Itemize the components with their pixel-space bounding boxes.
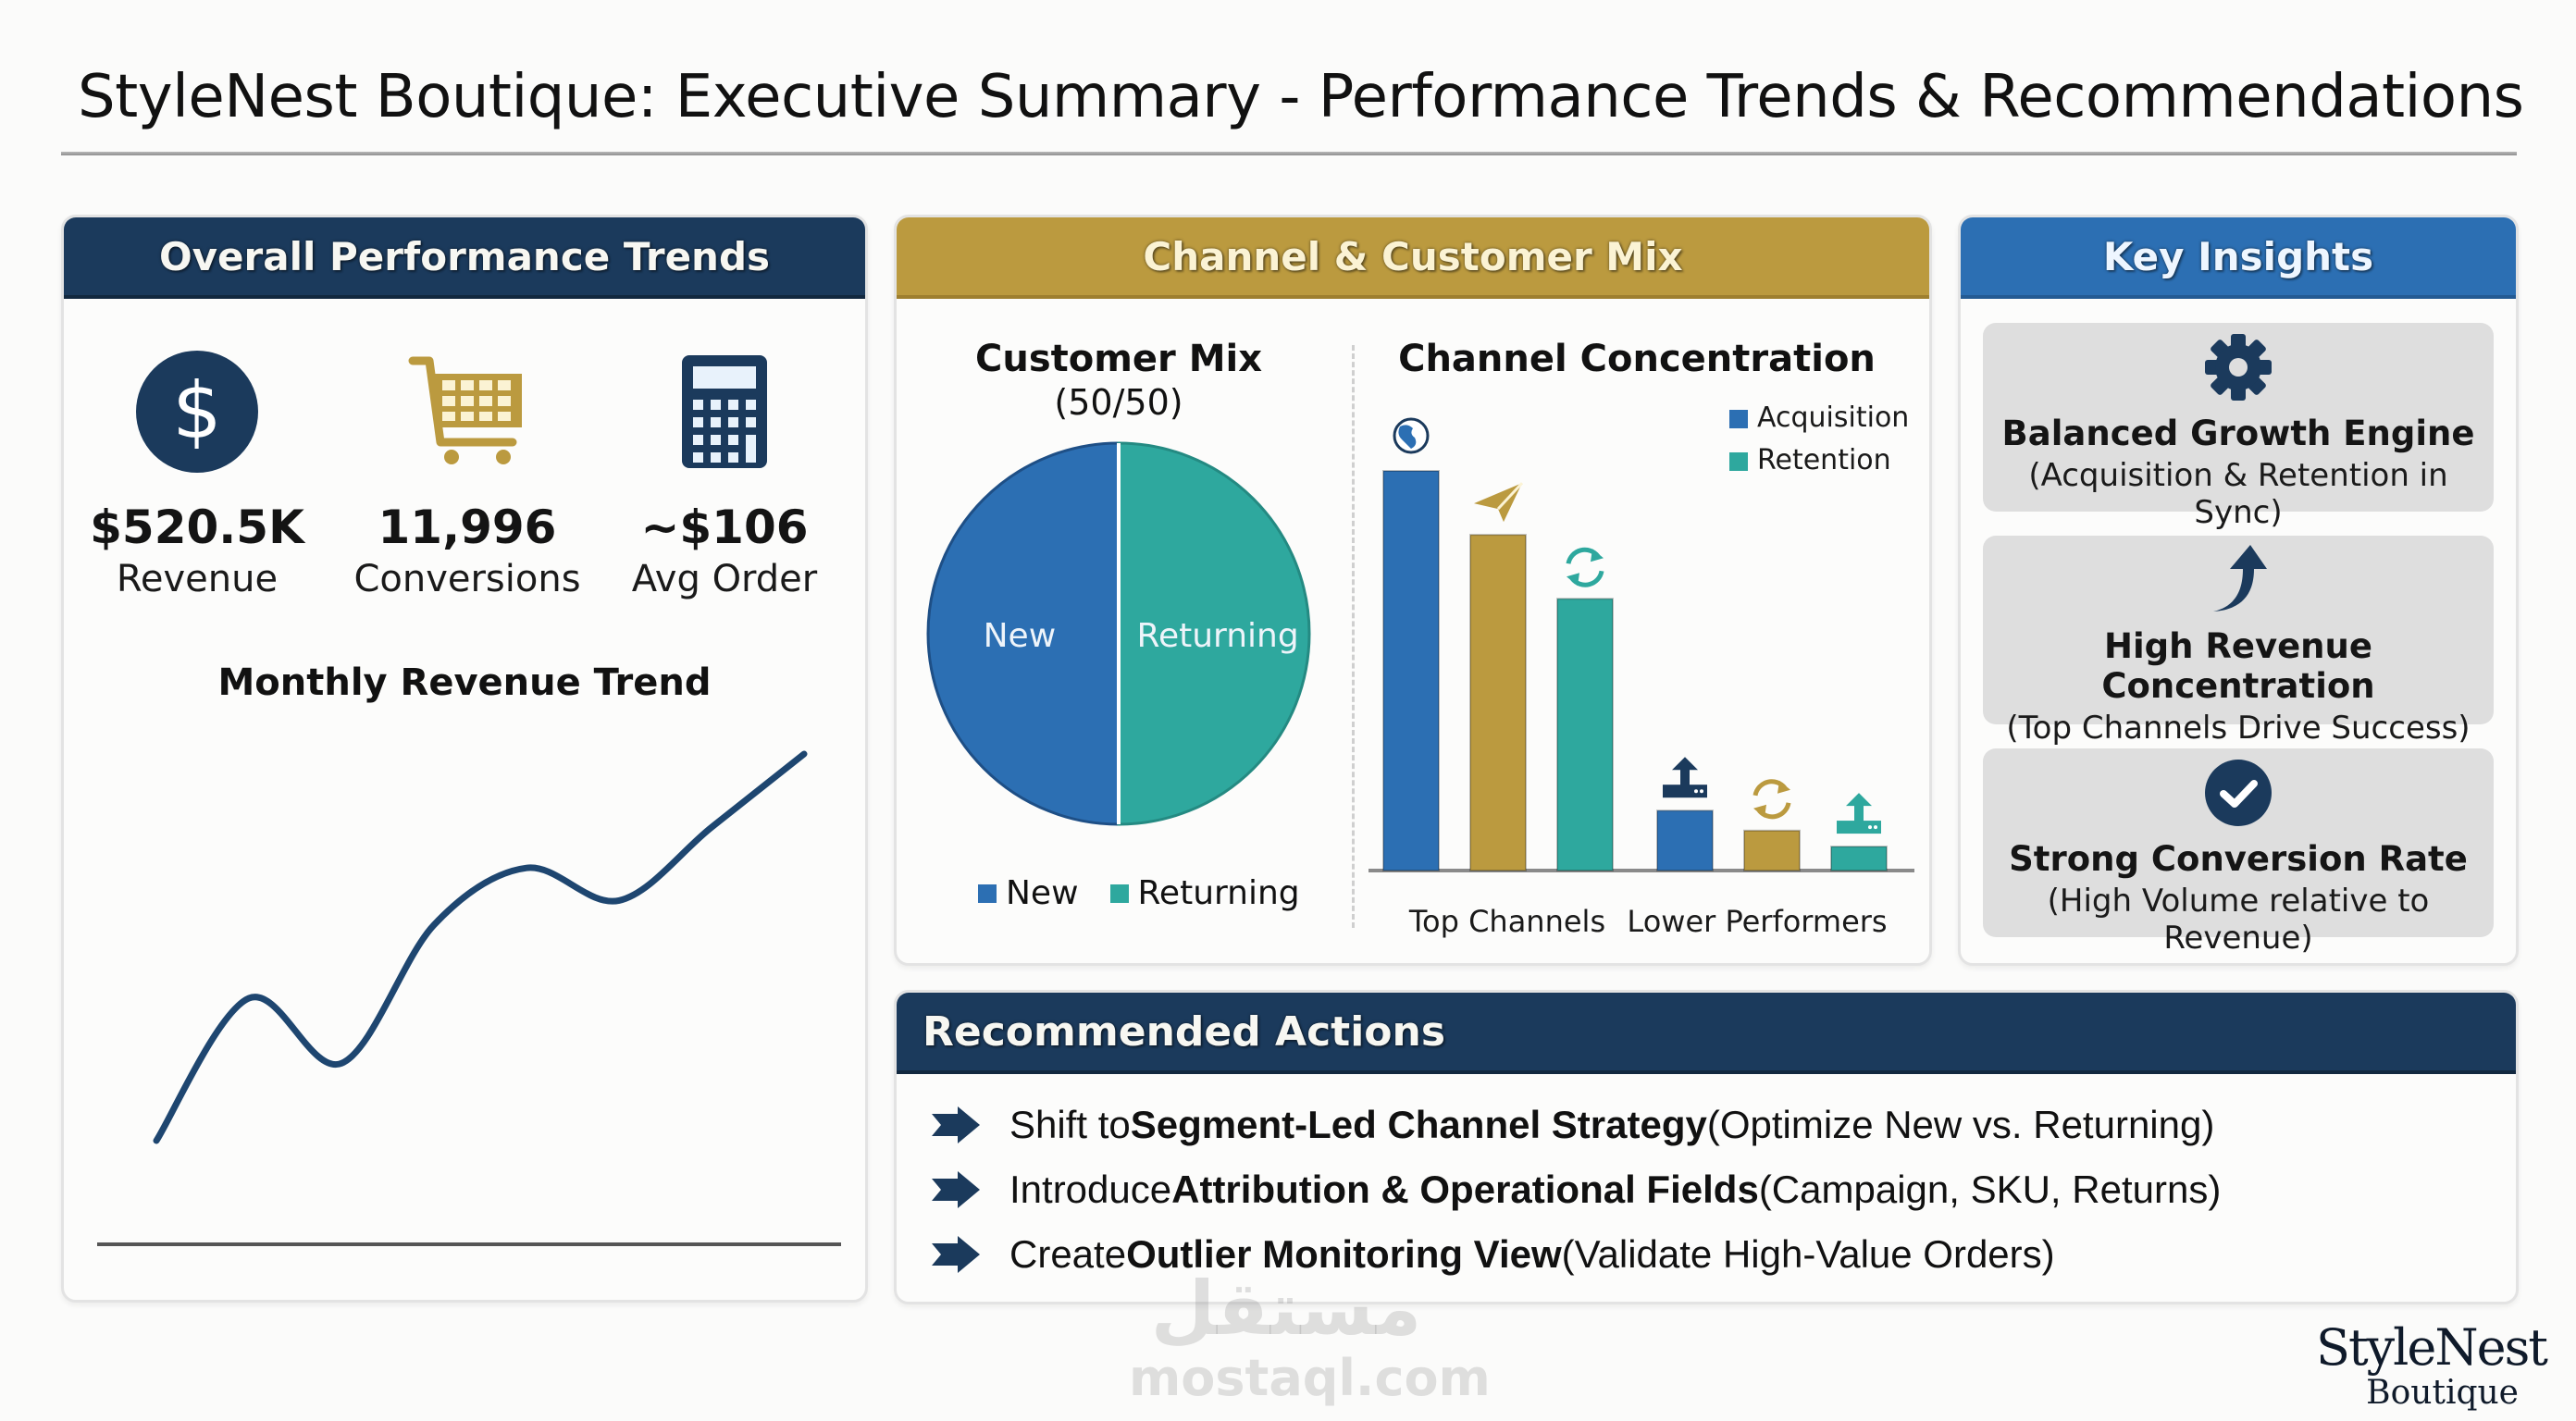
legend-swatch-returning	[1109, 883, 1129, 903]
arrow-right-icon	[932, 1171, 980, 1208]
insight-title: Balanced Growth Engine	[2001, 414, 2475, 453]
upload-icon	[1837, 793, 1881, 834]
insight-card-conversion-rate: Strong Conversion Rate (High Volume rela…	[1983, 748, 2494, 957]
bar-6	[1830, 846, 1888, 872]
action-suffix: (Optimize New vs. Returning)	[1706, 1103, 2215, 1146]
trend-series-line	[153, 750, 808, 1144]
dollar-icon: $	[136, 351, 258, 473]
pie-label-returning: Returning	[1137, 617, 1299, 655]
kpi-value: $520.5K	[90, 500, 304, 554]
section-divider	[1352, 345, 1355, 928]
action-item: Shift to Segment-Led Channel Strategy (O…	[930, 1093, 2221, 1157]
legend-label-new: New	[1006, 874, 1079, 912]
bar-4	[1656, 809, 1714, 872]
action-prefix: Shift to	[1009, 1103, 1131, 1146]
legend-label-acquisition: Acquisition	[1757, 402, 1909, 434]
kpi-value: 11,996	[378, 500, 557, 554]
action-suffix: (Validate High-Value Orders)	[1561, 1232, 2055, 1276]
kpi-label: Revenue	[116, 558, 279, 600]
action-prefix: Introduce	[1009, 1168, 1172, 1211]
action-suffix: (Campaign, SKU, Returns)	[1758, 1168, 2222, 1211]
monthly-revenue-line-chart	[97, 750, 841, 1246]
bar-5	[1743, 829, 1801, 871]
watermark-latin: mostaql.com	[1129, 1349, 1491, 1407]
trend-chart-title: Monthly Revenue Trend	[217, 661, 712, 704]
bar-3	[1556, 598, 1614, 871]
kpi-label: Avg Order	[631, 558, 818, 600]
pie-legend: New Returning	[978, 874, 1300, 912]
legend-label-retention: Retention	[1757, 444, 1891, 476]
kpi-row: $ $520.5K Revenue 11,996	[64, 347, 865, 643]
pie-slice-new	[926, 441, 1121, 826]
arrow-right-icon	[932, 1236, 980, 1273]
customer-mix-subtitle: (50/50)	[1054, 382, 1183, 423]
legend-label-returning: Returning	[1137, 874, 1300, 912]
paper-plane-icon	[1474, 482, 1524, 523]
channel-concentration-title: Channel Concentration	[1398, 338, 1876, 380]
kpi-value: ~$106	[640, 500, 809, 554]
refresh-icon	[1752, 779, 1791, 820]
channel-concentration-bar-chart: Top Channels Lower Performers Acquisition R…	[1368, 402, 1914, 939]
pie-slice-returning	[1117, 441, 1311, 826]
insights-panel-header: Key Insights	[1961, 217, 2516, 299]
mix-panel-header: Channel & Customer Mix	[897, 217, 1929, 299]
insight-title: Strong Conversion Rate	[2009, 839, 2468, 879]
legend-swatch-acquisition	[1729, 410, 1748, 428]
legend-swatch-retention	[1729, 452, 1748, 471]
action-item: Introduce Attribution & Operational Fiel…	[930, 1157, 2221, 1222]
action-list: Shift to Segment-Led Channel Strategy (O…	[930, 1093, 2221, 1287]
logo-main-text: StyleNest	[2315, 1318, 2548, 1377]
svg-text:$: $	[172, 365, 221, 456]
action-emphasis: Outlier Monitoring View	[1126, 1232, 1562, 1276]
insight-subtitle: (Acquisition & Retention in Sync)	[2028, 457, 2448, 531]
kpi-conversions: 11,996 Conversions	[338, 347, 597, 600]
shopping-cart-icon	[408, 356, 522, 464]
pie-label-new: New	[984, 617, 1057, 655]
action-emphasis: Segment-Led Channel Strategy	[1130, 1103, 1707, 1146]
insight-title: High Revenue Concentration	[2101, 626, 2375, 706]
insight-card-balanced-growth: Balanced Growth Engine (Acquisition & Re…	[1983, 323, 2494, 531]
refresh-icon	[1566, 547, 1604, 587]
action-item: Create Outlier Monitoring View (Validate…	[930, 1222, 2221, 1287]
customer-mix-pie-chart: New Returning	[926, 441, 1311, 826]
calculator-icon	[682, 355, 767, 468]
action-emphasis: Attribution & Operational Fields	[1171, 1168, 1759, 1211]
brand-logo: StyleNest Boutique	[2315, 1318, 2548, 1412]
gear-icon	[2205, 334, 2272, 401]
legend-swatch-new	[978, 883, 997, 903]
insight-subtitle: (High Volume relative to Revenue)	[2047, 883, 2430, 957]
recommended-actions-panel: Recommended Actions Shift to Segment-Led…	[894, 990, 2519, 1304]
overall-performance-panel: Overall Performance Trends $ $520.5K Rev…	[61, 215, 868, 1303]
bar-2	[1469, 534, 1527, 871]
upload-icon	[1663, 757, 1707, 798]
action-prefix: Create	[1009, 1232, 1127, 1276]
globe-icon	[1393, 417, 1430, 454]
customer-mix-title: Customer Mix	[974, 338, 1263, 380]
kpi-revenue: $ $520.5K Revenue	[68, 347, 327, 600]
overall-panel-header: Overall Performance Trends	[64, 217, 865, 299]
channel-customer-mix-panel: Channel & Customer Mix Customer Mix (50/…	[894, 215, 1932, 966]
curved-arrow-up-icon	[2213, 545, 2267, 612]
bar-1	[1382, 470, 1440, 871]
kpi-avg-order: ~$106 Avg Order	[595, 347, 854, 600]
kpi-label: Conversions	[353, 558, 581, 600]
insight-card-revenue-concentration: High Revenue Concentration (Top Channels…	[1983, 536, 2494, 747]
key-insights-panel: Key Insights Balanced Growth Engine (Ac	[1958, 215, 2519, 966]
bar-group-label: Top Channels	[1408, 904, 1605, 939]
page-title: StyleNest Boutique: Executive Summary - …	[78, 63, 2524, 131]
arrow-right-icon	[932, 1106, 980, 1143]
checkmark-circle-icon	[2205, 760, 2272, 826]
logo-sub-text: Boutique	[2366, 1374, 2519, 1412]
insight-subtitle: (Top Channels Drive Success)	[2006, 710, 2471, 747]
bar-group-label: Lower Performers	[1627, 904, 1887, 939]
actions-panel-header: Recommended Actions	[897, 993, 2516, 1074]
title-divider	[61, 152, 2517, 155]
